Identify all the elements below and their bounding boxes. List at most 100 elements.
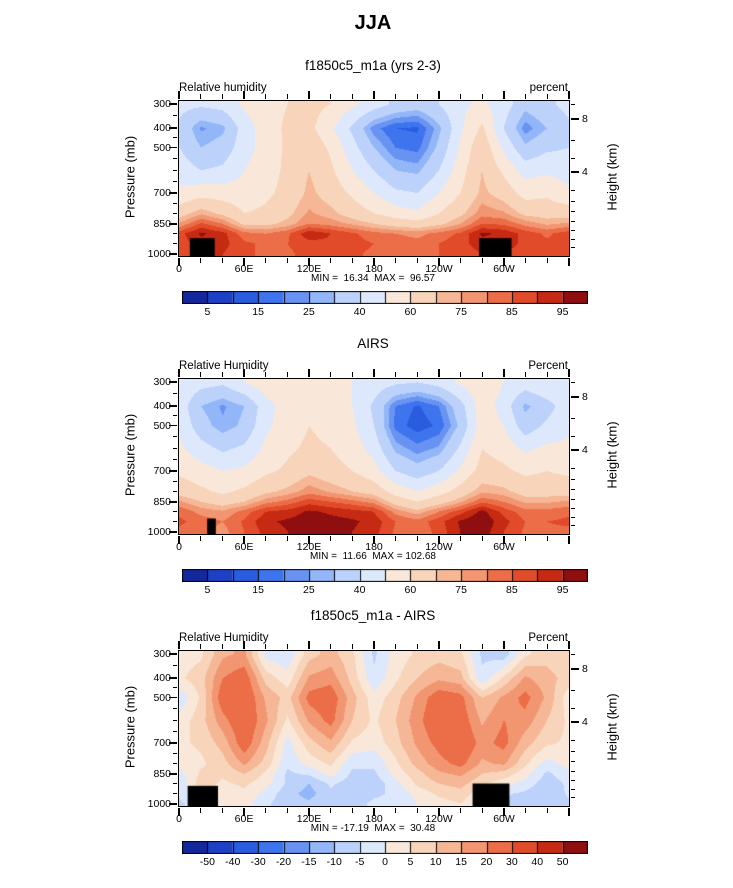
- x-major-tick: [503, 369, 505, 377]
- contour-plot: 0 60E 120E 180 120W 60W 300 400 500 700 850 1000 8 4: [148, 369, 588, 553]
- x-major-tick: [438, 536, 440, 544]
- height-major-tick: [571, 118, 579, 120]
- x-major-tick: [438, 641, 440, 649]
- height-minor-tick: [571, 708, 575, 710]
- pressure-tick-label: 1000: [147, 525, 171, 538]
- x-minor-tick: [200, 644, 202, 649]
- height-minor-tick: [571, 211, 575, 213]
- x-tick-label: 0: [176, 813, 182, 825]
- x-minor-tick: [395, 536, 397, 541]
- contour-field-canvas: [179, 101, 569, 256]
- pressure-major-tick: [169, 223, 177, 225]
- x-major-tick: [178, 808, 180, 816]
- colorbar-tick-label: 5: [407, 856, 414, 868]
- pressure-minor-tick: [173, 752, 177, 754]
- contour-plot: 0 60E 120E 180 120W 60W 300 400 500 700 850 1000 8 4: [148, 91, 588, 275]
- x-minor-tick: [330, 372, 332, 377]
- x-minor-tick: [200, 808, 202, 813]
- x-minor-tick: [265, 94, 267, 99]
- height-minor-tick: [571, 381, 575, 383]
- pressure-minor-tick: [173, 181, 177, 183]
- x-minor-tick: [416, 94, 418, 99]
- x-minor-tick: [416, 536, 418, 541]
- x-major-tick: [373, 369, 375, 377]
- height-minor-tick: [571, 247, 575, 249]
- pressure-tick-label: 500: [153, 691, 171, 704]
- pressure-major-tick: [169, 146, 177, 149]
- height-minor-tick: [571, 525, 575, 527]
- pressure-minor-tick: [173, 243, 177, 245]
- colorbar-tick-label: 40: [531, 856, 544, 868]
- pressure-tick-label: 700: [153, 465, 171, 478]
- colorbar-canvas: [182, 569, 588, 582]
- colorbar-tick-label: 30: [506, 856, 518, 868]
- x-minor-tick: [351, 536, 353, 541]
- pressure-major-tick: [169, 531, 177, 533]
- x-minor-tick: [265, 258, 267, 263]
- x-minor-tick: [460, 94, 462, 99]
- pressure-minor-tick: [173, 202, 177, 204]
- pressure-minor-tick: [173, 233, 177, 235]
- x-major-tick: [243, 369, 245, 377]
- x-minor-tick: [525, 536, 527, 541]
- x-tick-label: 60E: [234, 263, 254, 275]
- height-minor-tick: [571, 103, 575, 105]
- panel-diff: f1850c5_m1a - AIRS Relative Humidity Per…: [0, 590, 733, 880]
- x-minor-tick: [351, 258, 353, 263]
- panel-title: f1850c5_m1a - AIRS: [310, 608, 436, 623]
- pressure-major-tick: [169, 381, 177, 383]
- x-major-tick: [308, 808, 310, 816]
- pressure-tick-label: 850: [153, 768, 171, 781]
- x-minor-tick: [286, 94, 288, 99]
- colorbar-canvas: [182, 841, 588, 854]
- x-minor-tick: [200, 258, 202, 263]
- colorbar-tick-label: -50: [199, 856, 215, 868]
- x-minor-tick: [330, 808, 332, 813]
- x-minor-tick: [221, 372, 223, 377]
- x-minor-tick: [330, 644, 332, 649]
- pressure-tick-label: 850: [153, 218, 171, 231]
- pressure-major-tick: [169, 424, 177, 427]
- colorbar: 5 15 25 40 60 75 85 95: [182, 569, 588, 596]
- pressure-minor-tick: [173, 169, 177, 171]
- pressure-minor-tick: [173, 731, 177, 733]
- colorbar-tick-label: 15: [252, 584, 264, 596]
- pressure-tick-label: 400: [153, 121, 171, 134]
- height-minor-tick: [571, 140, 575, 142]
- x-minor-tick: [546, 372, 548, 377]
- x-major-tick: [308, 258, 310, 266]
- pressure-tick-label: 500: [153, 419, 171, 432]
- x-minor-tick: [221, 808, 223, 813]
- x-minor-tick: [395, 372, 397, 377]
- pressure-minor-tick: [173, 213, 177, 215]
- x-tick-label: 120E: [296, 263, 322, 275]
- height-axis-title: Height (km): [604, 693, 620, 761]
- x-major-tick: [308, 536, 310, 544]
- x-minor-tick: [481, 536, 483, 541]
- pressure-major-tick: [169, 127, 177, 129]
- x-minor-tick: [481, 808, 483, 813]
- units-label: Percent: [528, 632, 568, 644]
- pressure-minor-tick: [173, 393, 177, 395]
- x-major-tick: [308, 369, 310, 377]
- x-minor-tick: [416, 258, 418, 263]
- colorbar-tick-label: 20: [480, 856, 493, 868]
- contour-field-canvas: [179, 379, 569, 534]
- pressure-major-tick: [169, 192, 177, 194]
- x-major-tick: [438, 808, 440, 816]
- field-label: Relative Humidity: [179, 632, 269, 644]
- x-minor-tick: [351, 372, 353, 377]
- pressure-major-tick: [169, 803, 177, 805]
- colorbar-tick-label: -5: [354, 856, 365, 868]
- colorbar-tick-label: 15: [252, 306, 264, 318]
- colorbar-tick-label: 75: [455, 584, 467, 596]
- x-minor-tick: [395, 258, 397, 263]
- pressure-minor-tick: [173, 763, 177, 765]
- x-major-tick: [503, 536, 505, 544]
- x-tick-label: 0: [176, 263, 182, 275]
- pressure-minor-tick: [173, 665, 177, 667]
- x-major-tick: [503, 641, 505, 649]
- pressure-minor-tick: [173, 158, 177, 160]
- x-major-tick: [178, 258, 180, 266]
